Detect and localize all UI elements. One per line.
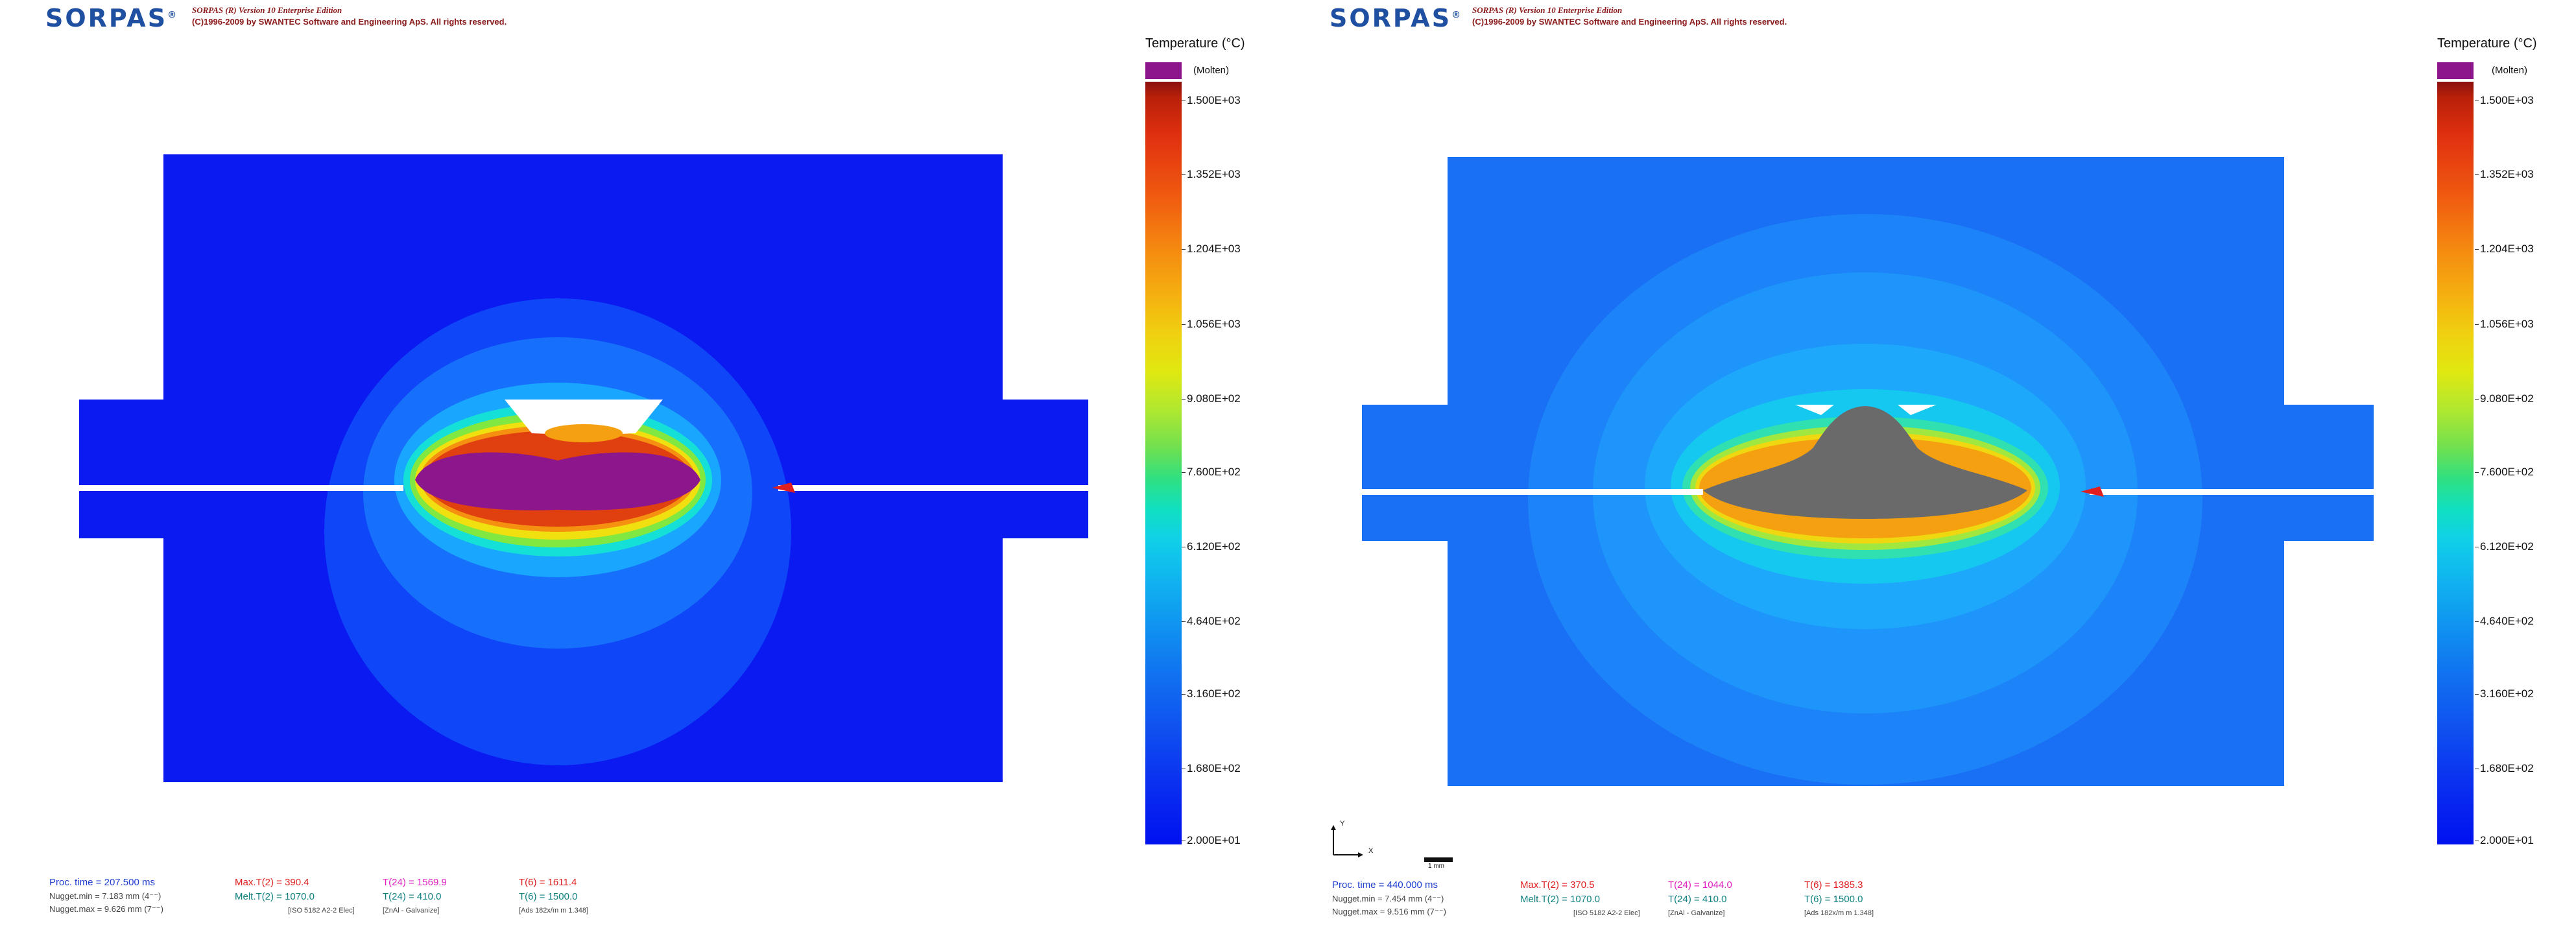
faying-interface-right	[2090, 489, 2374, 495]
right-simulation-panel: SORPAS® SORPAS (R) Version 10 Enterprise…	[1288, 0, 2576, 932]
version-text: SORPAS (R) Version 10 Enterprise Edition	[192, 5, 342, 15]
version-text: SORPAS (R) Version 10 Enterprise Edition	[1472, 5, 1623, 15]
nugget-max: Nugget.max = 9.516 mm (7⁻⁻)	[1332, 907, 1446, 916]
t24-b: T(24) = 410.0	[1668, 894, 1727, 905]
electrode-note: [ISO 5182 A2-2 Elec]	[288, 907, 355, 914]
copyright-text: (C)1996-2009 by SWANTEC Software and Eng…	[1472, 17, 1787, 27]
colorbar-tick: 6.120E+02	[2475, 540, 2534, 553]
proc-time: Proc. time = 207.500 ms	[49, 877, 155, 888]
colorbar-tick: 1.680E+02	[1182, 762, 1241, 774]
colorbar-tick: 7.600E+02	[2475, 466, 2534, 478]
nugget-min: Nugget.min = 7.454 mm (4⁻⁻)	[1332, 894, 1444, 903]
molten-swatch	[2437, 62, 2474, 79]
legend-title: Temperature (°C)	[1145, 36, 1245, 51]
electrode-tip-gap-left	[1795, 405, 1834, 415]
t6: T(6) = 1611.4	[519, 877, 577, 888]
scale-label: 1 mm	[1428, 863, 1444, 870]
molten-swatch	[1145, 62, 1182, 79]
axis-x-label: X	[1368, 847, 1374, 855]
scale-bar	[1424, 857, 1453, 862]
electrode-note: [ISO 5182 A2-2 Elec]	[1573, 909, 1640, 917]
t6-b: T(6) = 1500.0	[1804, 894, 1863, 905]
solidified-nugget	[1703, 406, 2027, 519]
molten-nugget	[415, 452, 700, 510]
colorbar-tick: 1.204E+03	[2475, 243, 2534, 255]
sorpas-logo: SORPAS®	[1330, 4, 1461, 32]
colorbar-tick: 1.500E+03	[1182, 94, 1241, 106]
temperature-field-plot	[1362, 157, 2374, 786]
colorbar-tick: 1.056E+03	[1182, 318, 1241, 330]
faying-interface-right	[778, 485, 1088, 491]
axis-y-label: Y	[1340, 820, 1345, 828]
colorbar-tick: 6.120E+02	[1182, 540, 1241, 553]
max-t2: Max.T(2) = 390.4	[235, 877, 309, 888]
colorbar-tick: 1.500E+03	[2475, 94, 2534, 106]
melt-t2: Melt.T(2) = 1070.0	[1520, 894, 1600, 905]
t6-b: T(6) = 1500.0	[519, 891, 578, 902]
colorbar-tick: 2.000E+01	[2475, 834, 2534, 846]
colorbar-tick: 7.600E+02	[1182, 466, 1241, 478]
max-t2: Max.T(2) = 370.5	[1520, 879, 1595, 890]
interface-hotspot	[2081, 486, 2104, 497]
electrode-tip-gap	[505, 400, 663, 435]
tip-contact-zone	[545, 424, 623, 442]
melt-t2: Melt.T(2) = 1070.0	[235, 891, 315, 902]
interface-hotspot	[772, 483, 795, 493]
colorbar-tick: 9.080E+02	[1182, 392, 1241, 405]
material-note: [Ads 182x/m m 1.348]	[519, 907, 588, 914]
proc-time: Proc. time = 440.000 ms	[1332, 879, 1438, 890]
colorbar-tick: 1.352E+03	[1182, 168, 1241, 180]
temperature-colorbar	[1145, 82, 1182, 844]
colorbar-tick: 4.640E+02	[2475, 615, 2534, 627]
coating-note: [ZnAl - Galvanize]	[1668, 909, 1725, 917]
legend-title: Temperature (°C)	[2437, 36, 2537, 51]
coating-note: [ZnAl - Galvanize]	[383, 907, 440, 914]
colorbar-tick: 1.056E+03	[2475, 318, 2534, 330]
t6: T(6) = 1385.3	[1804, 879, 1863, 890]
sorpas-logo: SORPAS®	[45, 4, 177, 32]
colorbar-tick: 1.204E+03	[1182, 243, 1241, 255]
colorbar-tick: 9.080E+02	[2475, 392, 2534, 405]
colorbar-tick: 1.680E+02	[2475, 762, 2534, 774]
copyright-text: (C)1996-2009 by SWANTEC Software and Eng…	[192, 17, 507, 27]
nugget-min: Nugget.min = 7.183 mm (4⁻⁻)	[49, 891, 161, 901]
faying-interface-left	[79, 485, 403, 491]
t24: T(24) = 1569.9	[383, 877, 447, 888]
t24: T(24) = 1044.0	[1668, 879, 1732, 890]
colorbar-tick: 3.160E+02	[2475, 687, 2534, 700]
t24-b: T(24) = 410.0	[383, 891, 442, 902]
temperature-colorbar	[2437, 82, 2474, 844]
faying-interface-left	[1362, 489, 1703, 495]
colorbar-tick: 2.000E+01	[1182, 834, 1241, 846]
temperature-field-plot	[79, 154, 1088, 782]
colorbar-tick: 4.640E+02	[1182, 615, 1241, 627]
left-simulation-panel: SORPAS® SORPAS (R) Version 10 Enterprise…	[45, 4, 1245, 914]
nugget-max: Nugget.max = 9.626 mm (7⁻⁻)	[49, 904, 163, 914]
colorbar-tick: 3.160E+02	[1182, 687, 1241, 700]
material-note: [Ads 182x/m m 1.348]	[1804, 909, 1874, 917]
electrode-tip-gap-right	[1898, 405, 1937, 415]
colorbar-tick: 1.352E+03	[2475, 168, 2534, 180]
molten-label: (Molten)	[1193, 65, 1230, 76]
molten-label: (Molten)	[2492, 65, 2528, 76]
axis-indicator-icon	[1331, 825, 1363, 857]
